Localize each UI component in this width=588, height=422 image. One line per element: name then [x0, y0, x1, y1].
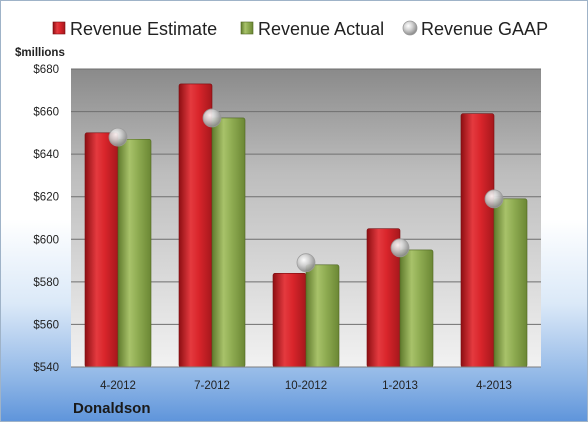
y-axis-label: $millions [15, 47, 65, 59]
y-tick-label: $600 [33, 234, 59, 246]
marker-revenue-gaap [390, 238, 410, 258]
y-axis-ticks: $540 $560 $580 $600 $620 $640 $660 $680 [33, 64, 59, 374]
y-tick-label: $620 [33, 192, 59, 204]
x-axis-ticks: 4-2012 7-2012 10-2012 1-2013 4-2013 [100, 380, 512, 392]
legend-label: Revenue GAAP [421, 19, 548, 39]
legend-label: Revenue Estimate [70, 19, 217, 39]
marker-revenue-gaap [202, 108, 222, 128]
x-tick-label: 1-2013 [382, 380, 418, 392]
bar-revenue-estimate [460, 113, 495, 368]
y-tick-label: $560 [33, 319, 59, 331]
bar-revenue-actual [117, 138, 152, 368]
company-name: Donaldson [73, 400, 151, 417]
marker-revenue-gaap [108, 127, 128, 147]
legend-label: Revenue Actual [258, 19, 384, 39]
y-tick-label: $580 [33, 277, 59, 289]
x-tick-label: 7-2012 [194, 380, 230, 392]
marker-revenue-gaap [484, 189, 504, 209]
x-tick-label: 4-2012 [100, 380, 136, 392]
y-tick-label: $640 [33, 149, 59, 161]
marker-revenue-gaap [296, 253, 316, 273]
bar-revenue-estimate [272, 273, 307, 368]
x-tick-label: 4-2013 [476, 380, 512, 392]
legend: Revenue Estimate Revenue Actual Revenue GA… [52, 19, 548, 39]
legend-swatch-revenue-gaap [402, 20, 418, 36]
bar-revenue-actual [211, 117, 246, 368]
bar-revenue-actual [305, 264, 340, 368]
bar-revenue-estimate [84, 132, 119, 368]
gaap-markers [108, 108, 504, 273]
legend-swatch-revenue-estimate [52, 21, 66, 35]
y-tick-label: $540 [33, 362, 59, 374]
x-tick-label: 10-2012 [285, 380, 327, 392]
y-tick-label: $680 [33, 64, 59, 76]
legend-swatch-revenue-actual [240, 21, 254, 35]
y-tick-label: $660 [33, 107, 59, 119]
bar-revenue-estimate [178, 83, 213, 368]
bar-revenue-actual [399, 249, 434, 368]
bar-revenue-actual [493, 198, 528, 368]
